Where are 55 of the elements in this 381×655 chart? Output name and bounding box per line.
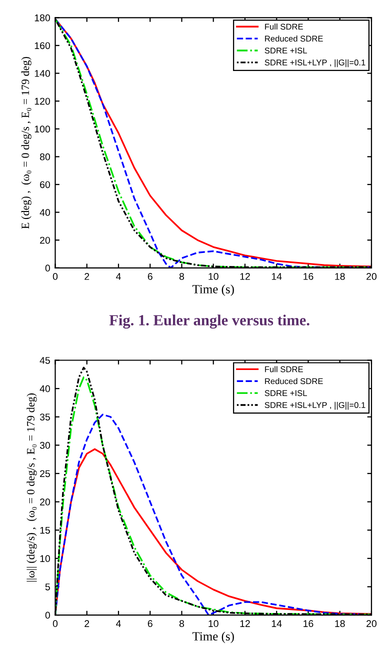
x-tick-label: 12: [240, 273, 250, 280]
legend-label: Full SDRE: [265, 366, 303, 372]
y-tick-label: 40: [40, 209, 50, 216]
legend-label: Reduced SDRE: [265, 378, 323, 384]
x-tick-label: 20: [366, 273, 376, 280]
y-tick-label: 20: [40, 498, 50, 506]
y-tick-label: 140: [34, 70, 50, 77]
legend-label: SDRE +ISL: [264, 390, 307, 396]
y-tick-label: 60: [40, 181, 50, 188]
legend-label: Full SDRE: [265, 24, 303, 30]
y-tick-label: 25: [40, 470, 50, 478]
x-tick-label: 16: [304, 273, 314, 280]
x-tick-label: 18: [335, 273, 345, 280]
x-tick-label: 10: [208, 620, 218, 628]
x-tick-label: 6: [148, 620, 152, 628]
caption: Fig. 1. Euler angle versus time.: [109, 314, 310, 329]
x-tick-label: 8: [179, 273, 184, 280]
x-axis-title: Time (s): [192, 284, 234, 296]
y-tick-label: 15: [40, 526, 50, 534]
y-axis-title: ||ω|| (deg/s) , (ω₀ = 0 deg/s , E₀ = 179 deg): [26, 393, 37, 582]
x-tick-label: 12: [240, 620, 250, 627]
y-tick-label: 45: [40, 357, 50, 364]
x-tick-label: 0: [52, 620, 58, 628]
y-tick-label: 30: [40, 442, 50, 449]
y-tick-label: 0: [45, 264, 50, 272]
y-tick-label: 160: [34, 42, 50, 50]
y-tick-label: 5: [45, 584, 50, 590]
y-tick-label: 180: [34, 14, 50, 22]
y-axis-title: E (deg) , (ω₀ = 0 deg/s , E₀ = 179 deg): [21, 56, 32, 229]
x-tick-label: 2: [84, 620, 90, 627]
x-tick-label: 0: [52, 273, 58, 280]
y-tick-label: 35: [40, 414, 50, 420]
x-tick-label: 4: [116, 273, 121, 280]
legend-label: SDRE +ISL+LYP , ||G||=0.1: [264, 59, 366, 68]
x-tick-label: 20: [366, 620, 376, 628]
y-tick-label: 120: [34, 98, 50, 105]
legend-label: SDRE +ISL: [264, 48, 307, 54]
x-tick-label: 14: [272, 273, 282, 280]
legend-label: Reduced SDRE: [265, 35, 323, 42]
legend-label: SDRE +ISL+LYP , ||G||=0.1: [264, 402, 366, 410]
x-tick-label: 4: [116, 620, 121, 627]
y-tick-label: 80: [40, 153, 50, 160]
x-tick-label: 2: [84, 273, 90, 280]
x-tick-label: 16: [304, 620, 314, 628]
x-tick-label: 10: [208, 273, 218, 280]
x-tick-label: 6: [148, 273, 152, 280]
x-tick-label: 8: [179, 620, 184, 628]
y-tick-label: 0: [45, 612, 50, 619]
x-axis-title: Time (s): [192, 632, 234, 644]
y-tick-label: 100: [34, 126, 50, 133]
x-tick-label: 14: [272, 620, 282, 627]
y-tick-label: 20: [40, 236, 50, 244]
y-tick-label: 40: [40, 385, 50, 392]
y-tick-label: 10: [40, 555, 50, 562]
x-tick-label: 18: [335, 620, 345, 628]
